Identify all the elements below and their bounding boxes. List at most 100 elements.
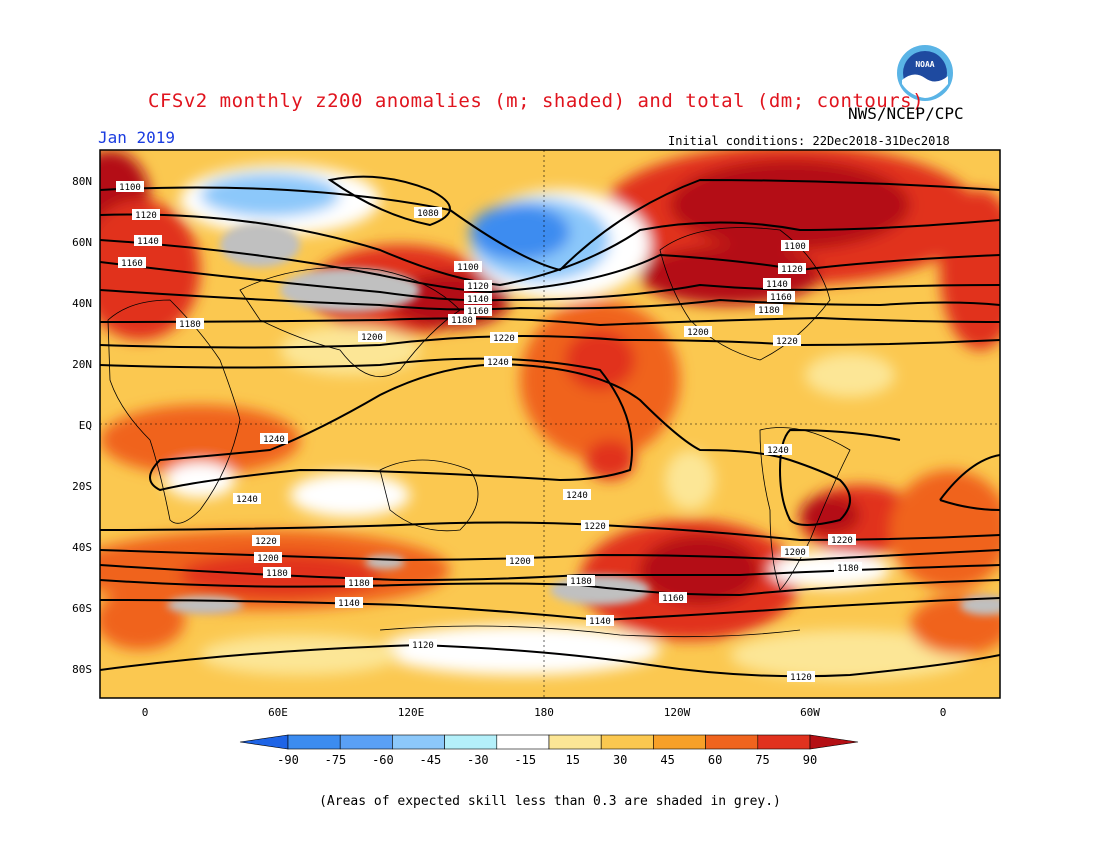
colorbar-label: -45 xyxy=(420,753,442,767)
svg-text:1100: 1100 xyxy=(457,263,479,273)
contour-label: 1100 xyxy=(116,181,144,193)
contour-label: 1240 xyxy=(484,356,512,368)
lat-label: EQ xyxy=(79,419,92,432)
lon-label: 120W xyxy=(664,706,691,719)
svg-text:1180: 1180 xyxy=(179,320,201,330)
svg-text:1100: 1100 xyxy=(784,242,806,252)
contour-label: 1180 xyxy=(755,304,783,316)
colorbar-swatch xyxy=(653,734,706,750)
svg-text:1220: 1220 xyxy=(584,522,606,532)
lat-label: 20N xyxy=(72,358,92,371)
lat-label: 40N xyxy=(72,297,92,310)
colorbar-swatch xyxy=(548,734,602,750)
colorbar-swatch xyxy=(496,734,550,750)
svg-text:1080: 1080 xyxy=(417,209,439,219)
colorbar-label: -30 xyxy=(467,753,489,767)
svg-text:1120: 1120 xyxy=(412,641,434,651)
chart-title: CFSv2 monthly z200 anomalies (m; shaded)… xyxy=(148,90,925,112)
svg-text:1200: 1200 xyxy=(257,554,279,564)
map-frame xyxy=(99,149,1001,699)
svg-text:1200: 1200 xyxy=(687,328,709,338)
contour-label: 1160 xyxy=(659,592,687,604)
svg-text:1140: 1140 xyxy=(338,599,360,609)
contour-label: 1140 xyxy=(134,235,162,247)
colorbar-swatch xyxy=(705,734,759,750)
agency-label: NWS/NCEP/CPC xyxy=(848,104,964,123)
contour-label: 1140 xyxy=(335,597,363,609)
contour-label: 1240 xyxy=(260,433,288,445)
contour-label: 1100 xyxy=(454,261,482,273)
svg-text:1180: 1180 xyxy=(266,569,288,579)
contour-label: 1220 xyxy=(581,520,609,532)
contour-label: 1220 xyxy=(490,332,518,344)
colorbar-label: 75 xyxy=(755,753,769,767)
svg-text:1200: 1200 xyxy=(784,548,806,558)
contour-label: 1160 xyxy=(118,257,146,269)
colorbar-label: -90 xyxy=(277,753,299,767)
svg-text:1220: 1220 xyxy=(493,334,515,344)
svg-text:1140: 1140 xyxy=(467,295,489,305)
lon-label: 0 xyxy=(940,706,947,719)
contour-label: 1220 xyxy=(773,335,801,347)
svg-text:1160: 1160 xyxy=(662,594,684,604)
noaa-logo-text: NOAA xyxy=(915,60,934,69)
map-gridlines xyxy=(100,150,1000,698)
longitude-labels: 0 60E 120E 180 120W 60W 0 xyxy=(142,706,947,719)
svg-text:1240: 1240 xyxy=(263,435,285,445)
contour-label: 1200 xyxy=(358,331,386,343)
contour-label: 1180 xyxy=(567,575,595,587)
colorbar-label: -60 xyxy=(372,753,394,767)
colorbar-swatch xyxy=(287,734,341,750)
contour-label: 1180 xyxy=(176,318,204,330)
colorbar-label: 45 xyxy=(660,753,674,767)
colorbar-label: 15 xyxy=(566,753,580,767)
colorbar-swatch xyxy=(757,734,811,750)
svg-text:1180: 1180 xyxy=(451,316,473,326)
contour-label: 1140 xyxy=(586,615,614,627)
svg-text:1140: 1140 xyxy=(589,617,611,627)
initial-conditions: Initial conditions: 22Dec2018-31Dec2018 xyxy=(668,134,950,148)
svg-text:1160: 1160 xyxy=(467,307,489,317)
contour-label: 1240 xyxy=(233,493,261,505)
contour-label: 1120 xyxy=(132,209,160,221)
contour-label: 1240 xyxy=(563,489,591,501)
contour-label: 1080 xyxy=(414,207,442,219)
colorbar-swatch xyxy=(392,734,445,750)
contour-label: 1220 xyxy=(828,534,856,546)
contour-label: 1100 xyxy=(781,240,809,252)
svg-text:1220: 1220 xyxy=(255,537,277,547)
lon-label: 180 xyxy=(534,706,554,719)
svg-text:1240: 1240 xyxy=(236,495,258,505)
contour-label: 1140 xyxy=(763,278,791,290)
forecast-month: Jan 2019 xyxy=(98,128,176,147)
svg-text:1120: 1120 xyxy=(467,282,489,292)
svg-text:1120: 1120 xyxy=(781,265,803,275)
lon-label: 120E xyxy=(398,706,425,719)
noaa-logo: NOAA xyxy=(897,45,953,101)
lon-label: 60E xyxy=(268,706,288,719)
lat-label: 60S xyxy=(72,602,92,615)
contour-label: 1120 xyxy=(409,639,437,651)
svg-text:1180: 1180 xyxy=(758,306,780,316)
svg-text:1240: 1240 xyxy=(566,491,588,501)
svg-text:1160: 1160 xyxy=(121,259,143,269)
svg-text:1100: 1100 xyxy=(119,183,141,193)
contour-label: 1220 xyxy=(252,535,280,547)
contour-label: 1160 xyxy=(464,305,492,317)
lon-label: 0 xyxy=(142,706,149,719)
svg-text:1240: 1240 xyxy=(767,446,789,456)
contour-label: 1120 xyxy=(787,671,815,683)
contour-labels: 1100 1120 1140 1160 1180 1080 1100 1120 … xyxy=(116,181,862,683)
svg-text:1180: 1180 xyxy=(570,577,592,587)
svg-text:1140: 1140 xyxy=(766,280,788,290)
contour-label: 1140 xyxy=(464,293,492,305)
colorbar-swatch xyxy=(339,734,393,750)
skill-footnote: (Areas of expected skill less than 0.3 a… xyxy=(319,794,781,809)
contour-label: 1200 xyxy=(506,555,534,567)
svg-text:1140: 1140 xyxy=(137,237,159,247)
contour-label: 1120 xyxy=(464,280,492,292)
contour-label: 1180 xyxy=(834,562,862,574)
colorbar-label: -15 xyxy=(514,753,536,767)
svg-text:1120: 1120 xyxy=(135,211,157,221)
